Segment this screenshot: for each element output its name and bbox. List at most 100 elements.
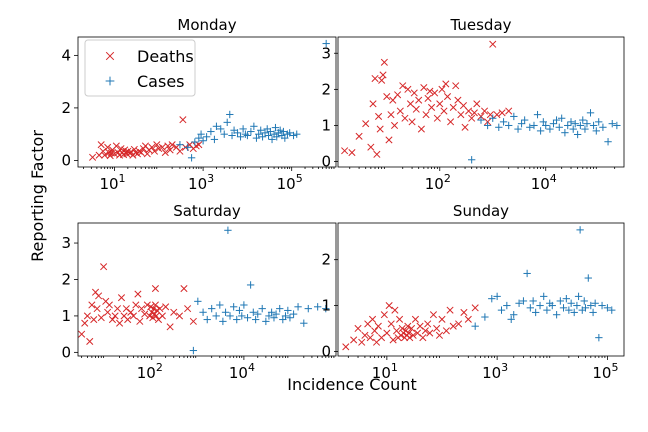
point-cases-35 [273, 133, 281, 141]
axes-frame-saturday [77, 222, 337, 357]
point-cases-4 [208, 304, 216, 313]
point-deaths-4 [88, 301, 96, 309]
point-deaths-20 [399, 82, 407, 90]
point-cases-30 [264, 131, 273, 140]
point-cases-27 [573, 130, 582, 139]
point-deaths-9 [112, 142, 120, 150]
point-cases-18 [249, 308, 257, 316]
point-deaths-34 [433, 114, 441, 122]
point-cases-4 [195, 134, 203, 142]
point-deaths-42 [179, 116, 187, 124]
point-deaths-39 [168, 141, 176, 149]
point-deaths-45 [449, 322, 457, 330]
point-deaths-16 [389, 336, 397, 344]
legend-label-cases: Cases [137, 72, 185, 91]
panel-sunday: Sunday 0 1 2 101 103 105 [321, 202, 625, 382]
x-tick-label-monday-10: 101 [99, 172, 125, 193]
point-cases-31 [583, 119, 591, 128]
point-deaths-48 [464, 315, 472, 323]
point-deaths-32 [150, 147, 159, 155]
point-deaths-5 [90, 316, 98, 324]
point-cases-11 [217, 125, 225, 133]
point-cases-3 [191, 138, 199, 146]
point-deaths-42 [162, 303, 170, 311]
point-deaths-47 [184, 305, 192, 313]
point-deaths-17 [391, 306, 399, 314]
point-deaths-33 [149, 314, 157, 322]
point-cases-31 [286, 314, 294, 322]
point-deaths-2 [355, 132, 363, 140]
point-cases-21 [558, 114, 566, 122]
point-cases-0 [471, 322, 479, 330]
point-cases-29 [281, 312, 290, 320]
point-cases-13 [223, 118, 231, 127]
point-deaths-38 [166, 146, 174, 154]
axes-frame-tuesday [337, 36, 625, 168]
point-deaths-4 [367, 143, 375, 151]
point-cases-37 [276, 126, 284, 134]
point-deaths-27 [404, 322, 412, 330]
point-cases-5 [499, 118, 508, 126]
point-deaths-22 [404, 85, 412, 93]
point-deaths-11 [379, 71, 387, 79]
point-deaths-35 [436, 100, 444, 108]
point-cases-7 [510, 112, 518, 121]
point-deaths-24 [408, 118, 416, 126]
point-deaths-2 [354, 324, 362, 333]
point-deaths-3 [101, 151, 109, 159]
point-cases-36 [595, 333, 603, 342]
point-cases-10 [523, 269, 531, 278]
point-deaths-37 [164, 142, 172, 150]
point-cases-17 [233, 129, 242, 137]
series-deaths-sunday [342, 301, 479, 351]
point-deaths-23 [129, 312, 138, 320]
point-deaths-26 [412, 105, 420, 113]
y-tick-label-saturday-0: 0 [61, 343, 71, 361]
series-cases-tuesday [467, 109, 621, 164]
point-deaths-26 [136, 317, 144, 325]
point-cases-22 [562, 294, 571, 303]
point-cases-3 [493, 292, 501, 301]
point-cases-18 [548, 301, 556, 310]
point-deaths-18 [117, 294, 126, 302]
point-deaths-46 [180, 285, 188, 293]
point-cases-15 [240, 301, 248, 309]
point-deaths-43 [166, 323, 174, 331]
point-deaths-28 [417, 125, 425, 133]
point-cases-22 [247, 127, 255, 136]
point-deaths-37 [440, 107, 448, 115]
point-deaths-41 [452, 82, 460, 90]
panel-tuesday: Tuesday 0 1 2 3 102 104 [321, 16, 625, 193]
point-deaths-1 [350, 336, 358, 344]
point-cases-36 [599, 123, 607, 131]
axes-frame-sunday [337, 222, 625, 357]
y-tick-label-monday-0: 0 [61, 151, 71, 169]
panel-title-saturday: Saturday [173, 202, 241, 220]
point-cases-1 [184, 143, 192, 151]
point-deaths-15 [387, 320, 395, 328]
point-cases-23 [250, 122, 258, 130]
point-deaths-24 [132, 301, 140, 309]
point-cases-4 [497, 306, 506, 314]
point-cases-16 [543, 306, 551, 314]
panel-title-monday: Monday [177, 16, 236, 34]
point-deaths-18 [394, 91, 402, 99]
point-deaths-30 [407, 324, 416, 333]
point-deaths-26 [137, 149, 145, 157]
point-cases-9 [517, 119, 526, 128]
point-deaths-17 [116, 319, 124, 327]
x-tick-label-saturday-100: 102 [137, 361, 163, 382]
point-cases-1 [194, 297, 202, 306]
point-cases-23 [565, 306, 573, 314]
point-deaths-36 [151, 301, 159, 309]
point-deaths-10 [374, 322, 382, 330]
point-deaths-9 [376, 125, 384, 133]
point-cases-20 [556, 297, 565, 305]
point-cases-38 [608, 119, 616, 128]
point-deaths-48 [97, 141, 105, 149]
point-cases-37 [322, 304, 330, 313]
y-tick-label-saturday-3: 3 [61, 234, 71, 252]
